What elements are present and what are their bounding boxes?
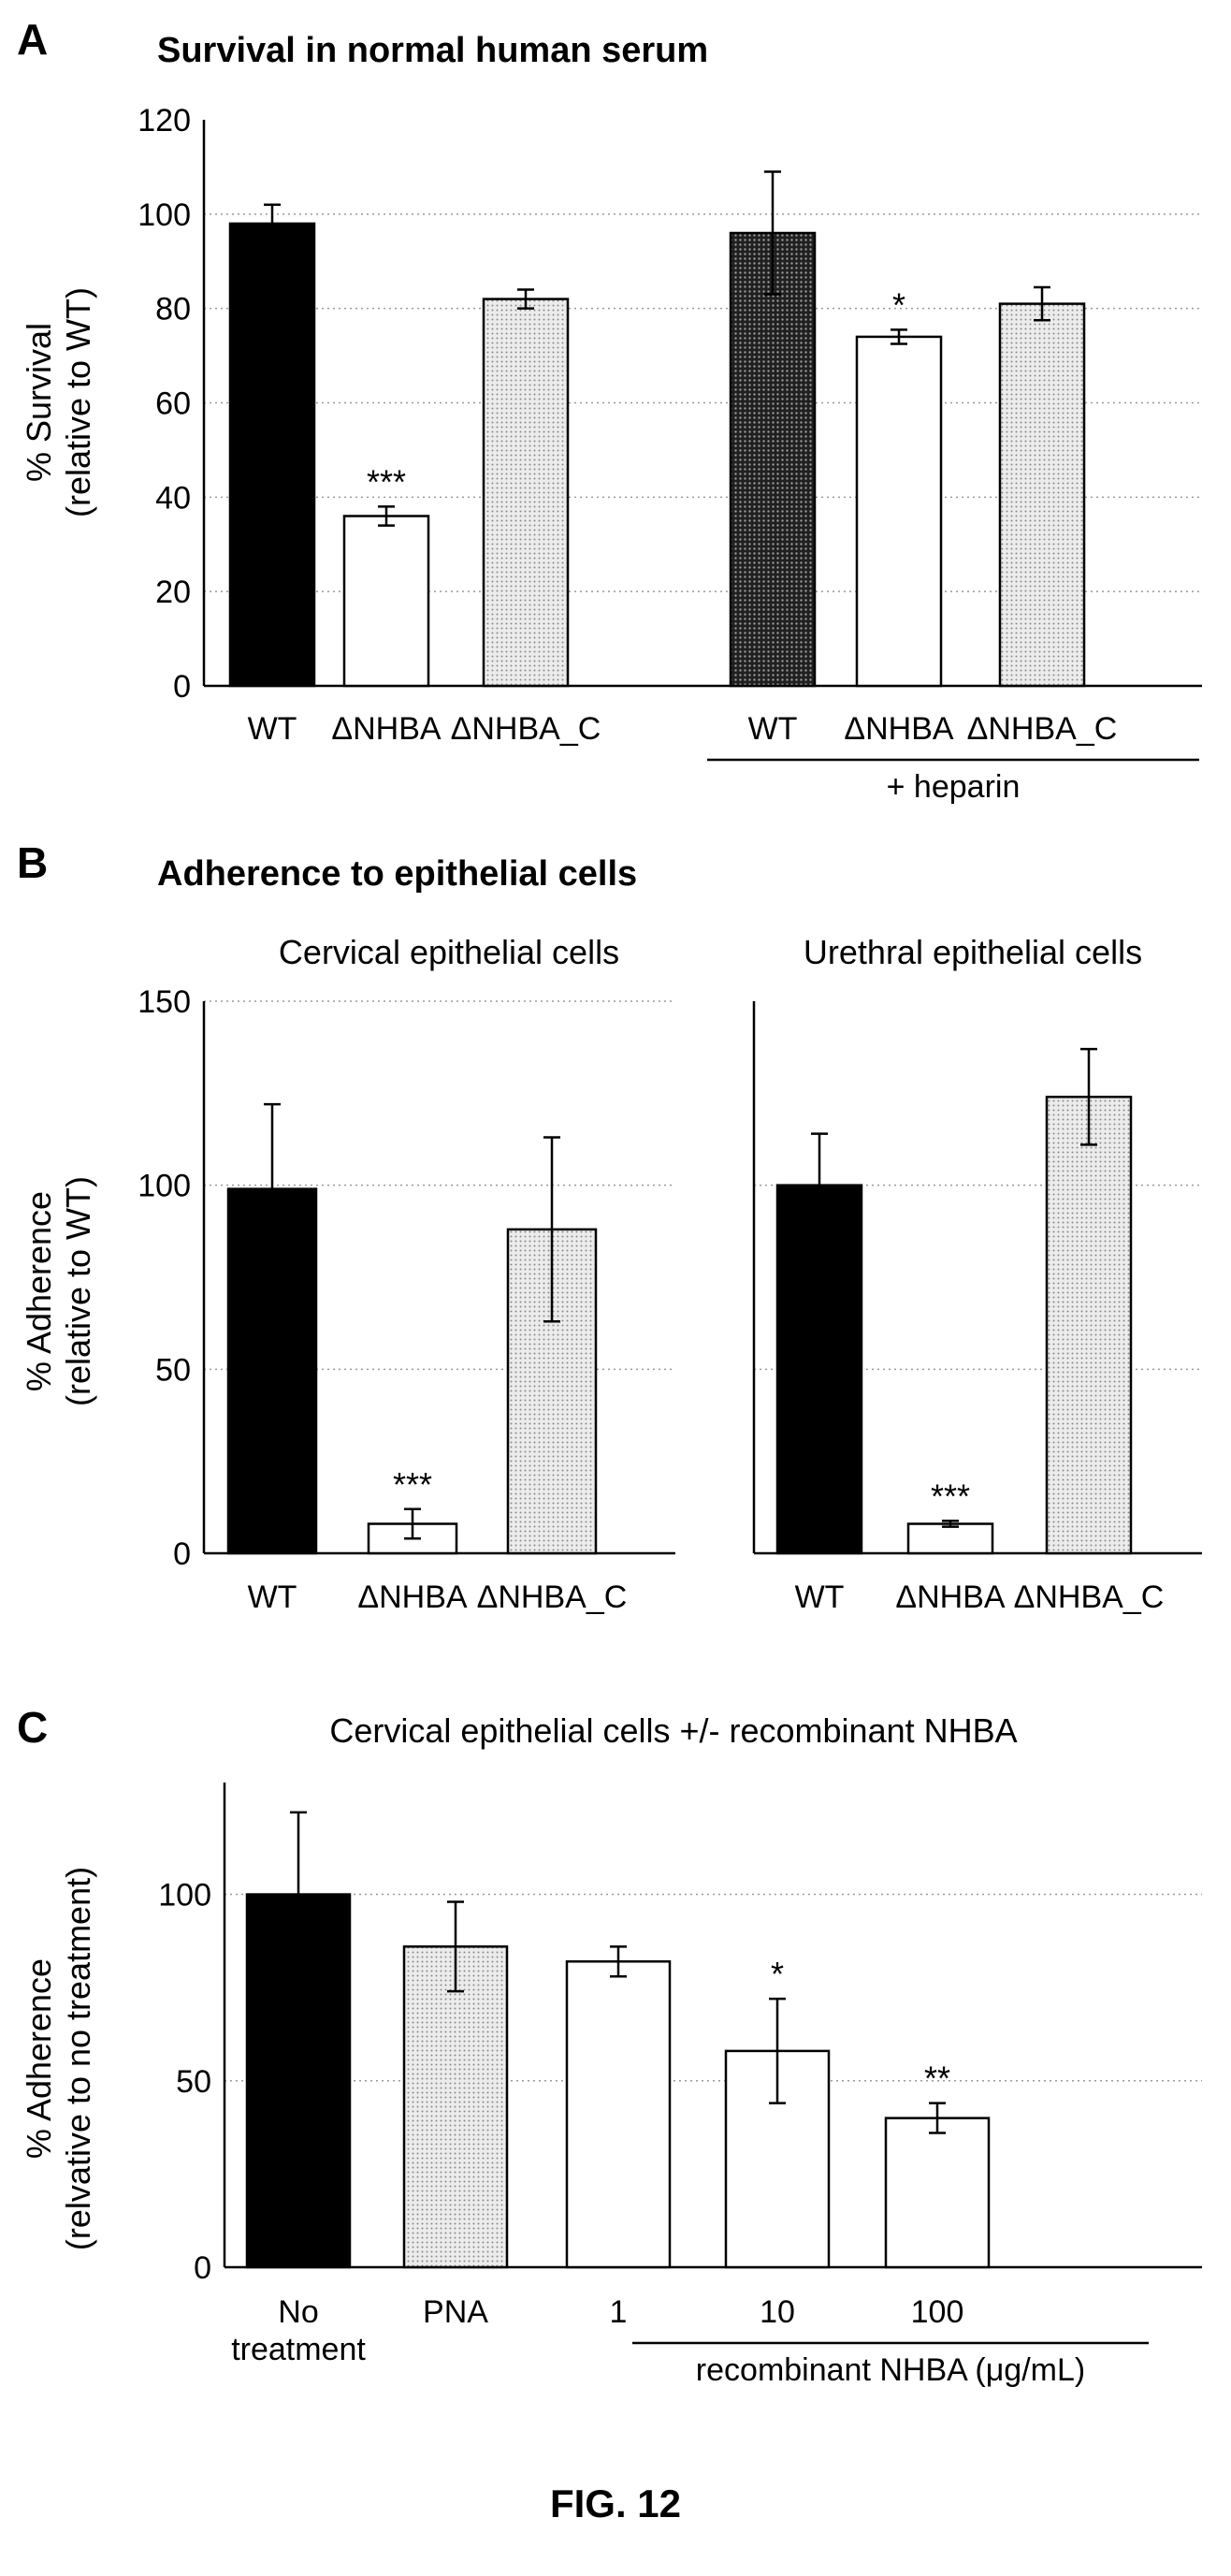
panel-a-bar [482,298,570,688]
panel-b-left-plot: 0 50 100 150 WT *** ΔNHBA ΔNHBA_C [138,984,675,1615]
panel-c-category-label: treatment [231,2332,366,2367]
panel-b-title: Adherence to epithelial cells [157,854,637,894]
panel-b-letter: B [17,838,48,887]
panel-c-category-label: 1 [610,2294,628,2330]
panel-c-group-label: recombinant NHBA (μg/mL) [696,2352,1085,2388]
panel-c-y-tick-label: 100 [158,1878,211,1914]
panel-a-significance-label: * [892,285,905,324]
panel-b-left-category-label: ΔNHBA [357,1579,467,1615]
panel-b-left-y-tick-label: 0 [173,1536,191,1572]
panel-a-bar [998,302,1086,688]
panel-c-category-label: 100 [911,2294,964,2330]
panel-b: B Adherence to epithelial cells % Adhere… [17,838,1202,1615]
panel-a-category-label: WT [248,711,297,747]
panel-a-category-label: WT [748,711,798,747]
panel-a-y-tick-label: 100 [138,197,191,233]
panel-a-letter: A [17,15,48,64]
panel-b-right-significance-label: *** [931,1477,970,1515]
panel-b-right-category-label: WT [795,1579,845,1615]
panel-a-ylabel-1: % Survival [20,323,58,482]
panel-a-y-tick-label: 20 [155,575,191,610]
panel-b-left-y-tick-label: 150 [138,984,191,1020]
panel-a-category-label: ΔNHBA [844,711,953,747]
panel-b-left-category-label: ΔNHBA_C [477,1579,628,1615]
panel-c-significance-label: * [771,1955,784,1993]
panel-a-bar [228,222,316,688]
panel-b-left-subtitle: Cervical epithelial cells [279,933,619,971]
panel-b-left-y-tick-label: 100 [138,1169,191,1204]
panel-c: C Cervical epithelial cells +/- recombin… [17,1703,1202,2388]
panel-c-y-tick-label: 50 [176,2064,211,2100]
panel-b-ylabel-2: (relative to WT) [59,1176,97,1406]
panel-a-group-label: + heparin [887,769,1021,805]
panel-a-title: Survival in normal human serum [157,31,708,70]
panel-a-y-tick-label: 80 [155,292,191,327]
figure-caption: FIG. 12 [550,2481,681,2525]
panel-c-letter: C [17,1703,48,1752]
panel-c-category-label: PNA [423,2294,488,2330]
panel-b-left-y-tick-label: 50 [155,1352,191,1388]
panel-b-left-category-label: WT [248,1579,297,1615]
panel-c-ylabel-2: (relvative to no treatment) [59,1867,97,2250]
panel-c-bar [884,2117,991,2269]
panel-b-right-plot: WT *** ΔNHBA ΔNHBA_C [752,1001,1202,1615]
panel-c-category-label: 10 [760,2294,795,2330]
panel-c-y-tick-label: 0 [194,2250,211,2286]
panel-a-category-label: ΔNHBA_C [451,711,601,747]
panel-b-right-bar [775,1184,863,1555]
panel-b-left-significance-label: *** [393,1465,432,1504]
panel-c-significance-label: ** [924,2059,950,2098]
panel-a-y-tick-label: 40 [155,480,191,516]
panel-a-ylabel-2: (relative to WT) [59,287,97,517]
panel-b-right-category-label: ΔNHBA [895,1579,1005,1615]
panel-b-right-subtitle: Urethral epithelial cells [804,933,1142,971]
panel-b-right-bar [1045,1096,1133,1555]
panel-a-y-tick-label: 60 [155,386,191,422]
panel-c-bar [565,1960,672,2269]
panel-b-right-category-label: ΔNHBA_C [1014,1579,1165,1615]
panel-a-significance-label: *** [367,462,406,501]
panel-b-right-bar [906,1522,994,1555]
panel-a-bar [729,231,817,688]
panel-b-ylabel-1: % Adherence [20,1191,58,1391]
panel-a-bar [342,515,430,688]
panel-c-ylabel-1: % Adherence [20,1958,58,2159]
panel-a-category-label: ΔNHBA_C [967,711,1118,747]
panel-a-y-tick-label: 120 [138,103,191,138]
panel-a-bar [855,335,943,688]
panel-c-category-label: No [278,2294,318,2330]
panel-a-plot: 0 20 40 60 80 100 120 WT *** ΔNHBA ΔNHBA_C WT * ΔNHBA… [138,103,1202,805]
panel-a-category-label: ΔNHBA [331,711,441,747]
panel-c-bar [402,1945,509,2269]
panel-a-y-tick-label: 0 [173,669,191,705]
panel-a: A Survival in normal human serum % Survi… [17,15,1202,805]
panel-c-title: Cervical epithelial cells +/- recombinan… [329,1711,1017,1750]
